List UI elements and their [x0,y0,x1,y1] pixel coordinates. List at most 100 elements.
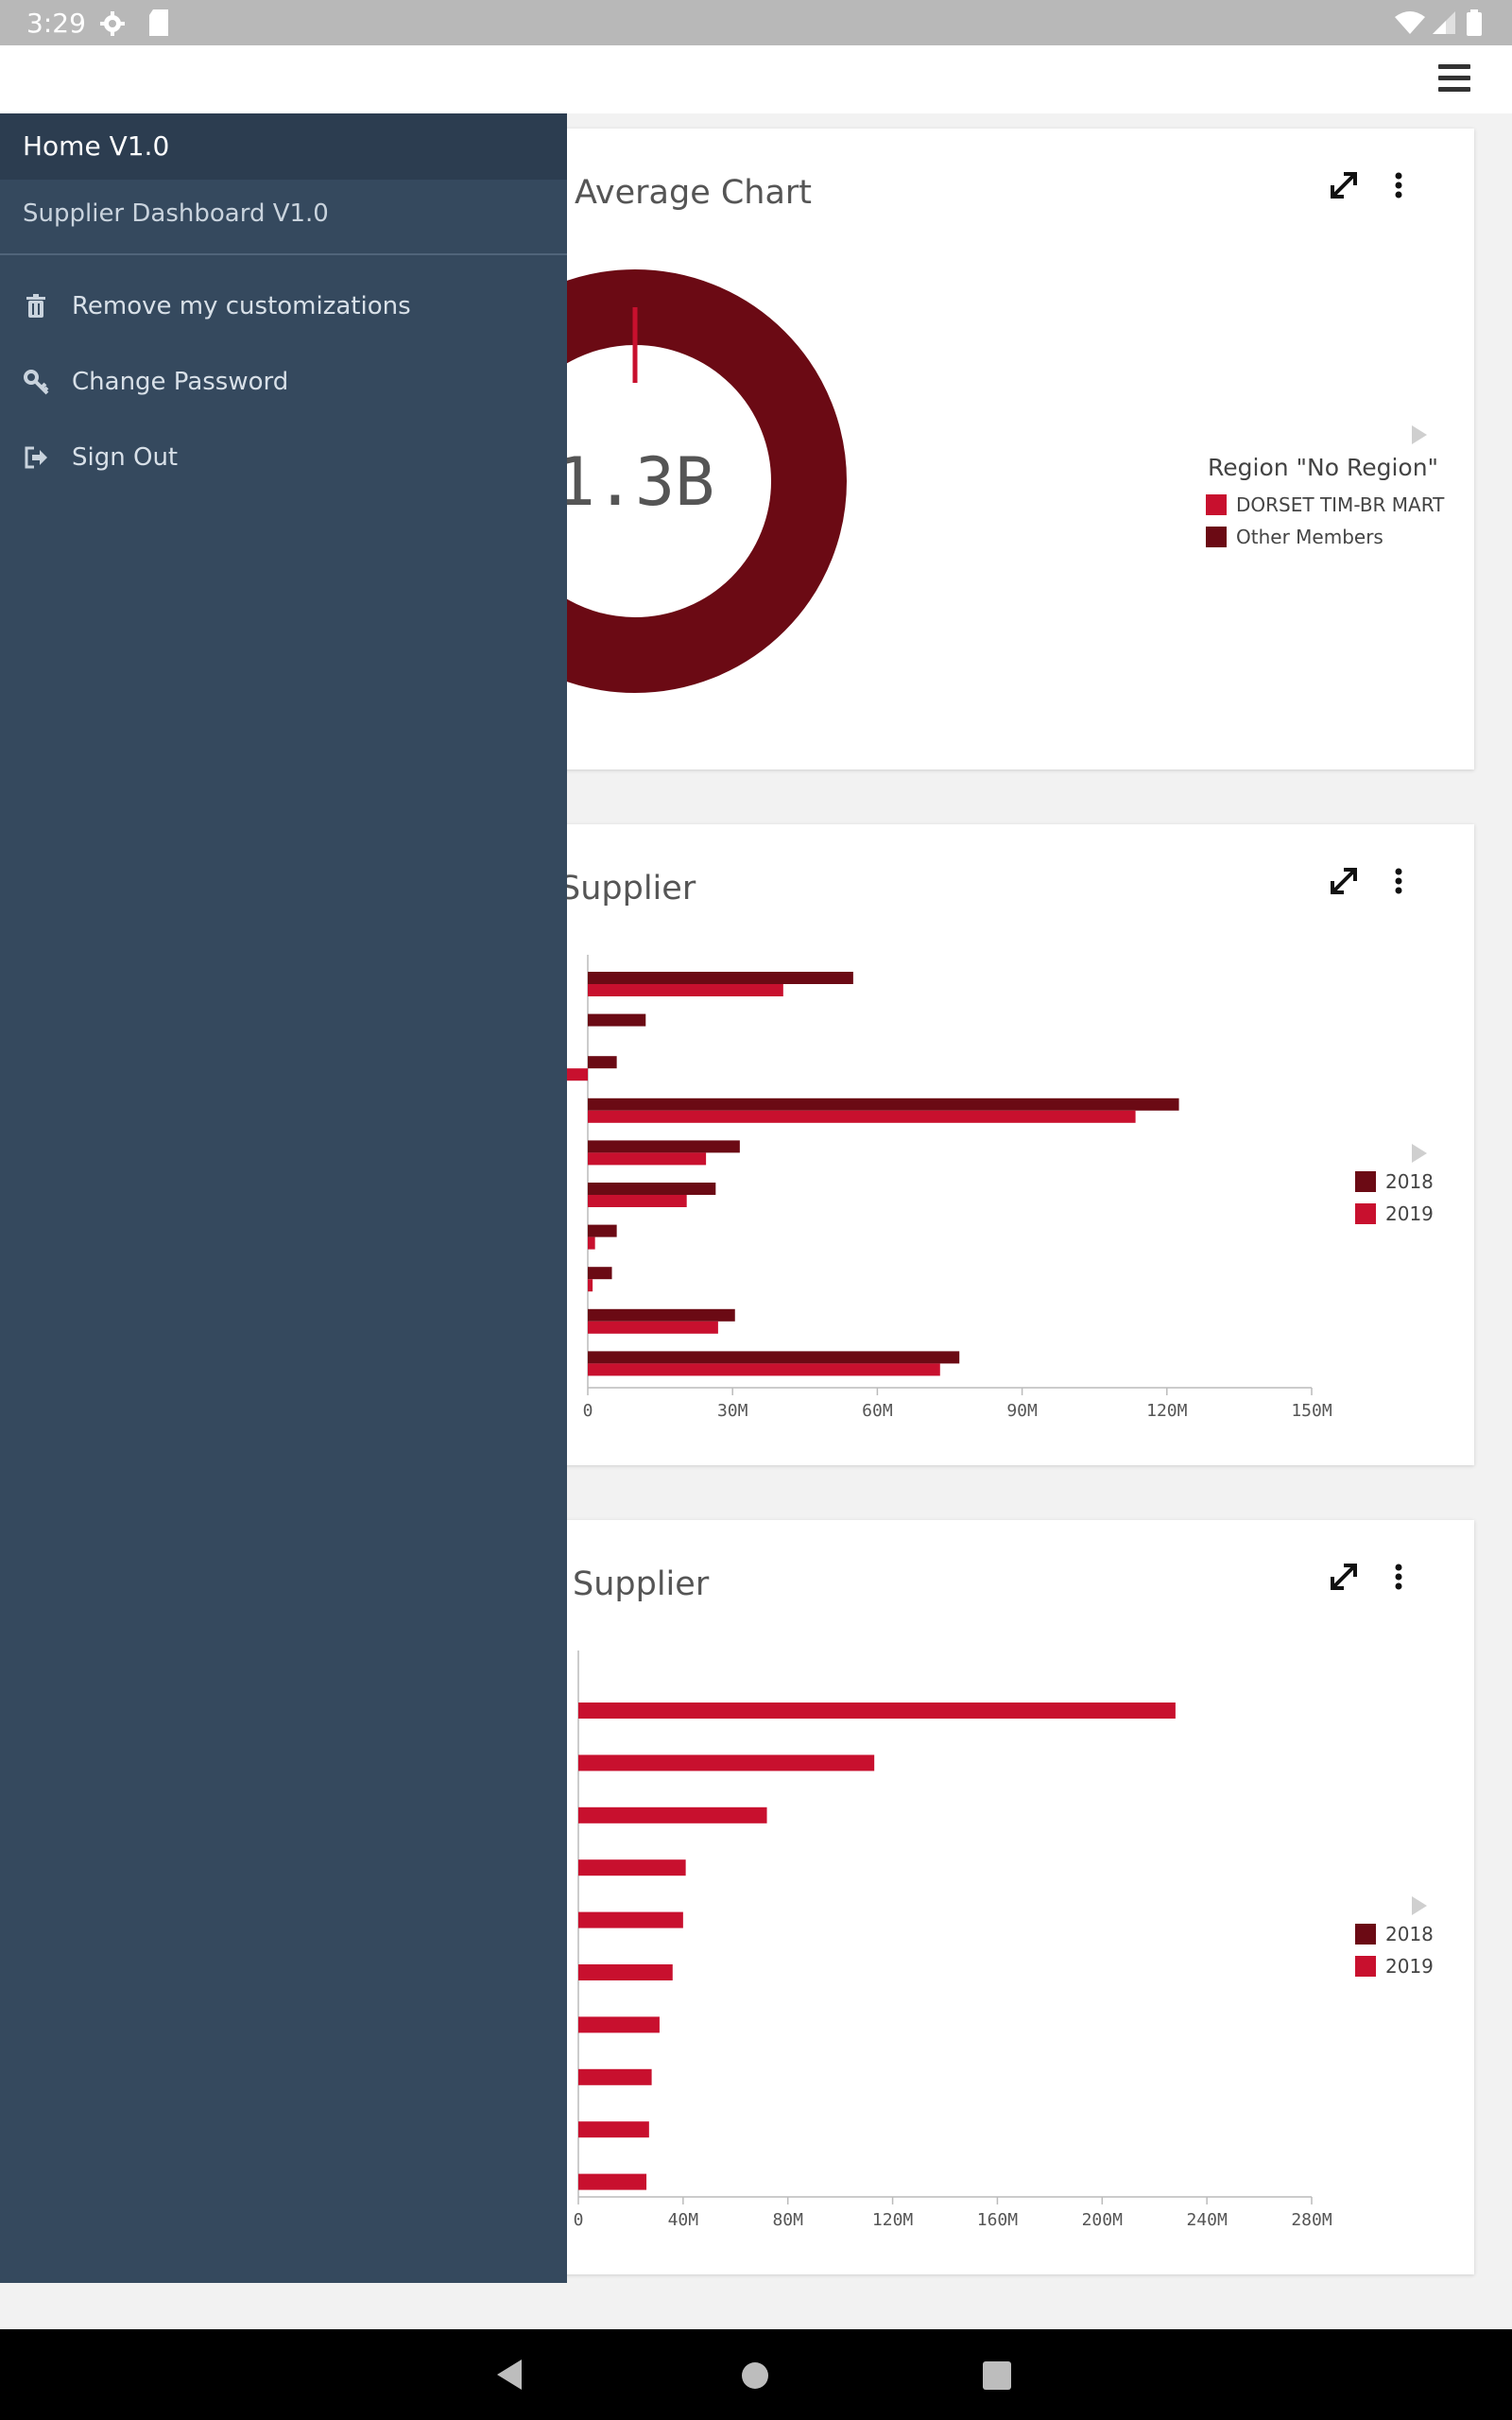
legend-swatch [1355,1171,1376,1192]
x-tick-label: 0 [574,2210,584,2230]
home-icon[interactable] [741,2361,769,2390]
trash-icon [26,294,45,318]
legend-title: Region "No Region" [1208,454,1439,481]
drawer-item-remove-customizations[interactable]: Remove my customizations [0,268,567,344]
legend-label: 2019 [1385,1955,1434,1978]
x-tick-label: 30M [717,1401,748,1421]
legend-next-icon[interactable] [1412,425,1427,444]
expand-icon[interactable] [1325,1558,1363,1596]
bar-2019[interactable] [563,1068,588,1081]
x-tick-label: 120M [872,2210,914,2230]
bar-2019[interactable] [578,2016,660,2033]
bar-2019[interactable] [578,1754,875,1772]
x-tick-label: 40M [668,2210,699,2230]
bar-2019[interactable] [588,984,783,996]
legend-item[interactable]: 2019 [1355,1202,1434,1225]
more-options-icon[interactable] [1380,166,1418,204]
bar-2019[interactable] [578,2121,649,2138]
signal-icon [1433,11,1455,34]
drawer-item-label: Change Password [72,368,289,396]
x-tick-label: 160M [977,2210,1019,2230]
card-title: Supplier [573,1565,710,1603]
drawer-item-label: Sign Out [72,443,179,472]
drawer-item-label: Remove my customizations [72,292,411,320]
legend-label: 2018 [1385,1170,1434,1193]
recents-icon[interactable] [983,2361,1011,2390]
x-tick-label: 0 [583,1401,593,1421]
x-tick-label: 120M [1146,1401,1188,1421]
x-tick-label: 280M [1291,2210,1332,2230]
wifi-icon [1395,11,1425,34]
legend-swatch [1355,1924,1376,1945]
bar-2018[interactable] [588,1140,740,1153]
donut-chart: 1.3B [548,269,847,693]
bar-2019[interactable] [588,1195,687,1207]
supplier-chart-card-2: Supplier 0 40M 80M 120M 160M 200M 240M 280M 201… [548,1520,1474,2274]
bar-2019[interactable] [588,1279,593,1292]
drawer-item-change-password[interactable]: Change Password [0,344,567,420]
bar-2019[interactable] [578,2068,652,2085]
bar-2018[interactable] [588,1183,716,1195]
back-icon[interactable] [495,2360,525,2390]
bar-2018[interactable] [588,1308,735,1322]
card-title: Average Chart [575,174,813,212]
x-tick-label: 80M [772,2210,803,2230]
legend-item[interactable]: DORSET TIM-BR MART [1206,493,1444,516]
more-options-icon[interactable] [1380,1558,1418,1596]
bar-2018[interactable] [588,1351,960,1364]
bar-2018[interactable] [588,1267,612,1280]
bar-2019[interactable] [588,1321,718,1334]
bar-2019[interactable] [588,1152,707,1166]
legend-next-icon[interactable] [1412,1896,1427,1915]
expand-icon[interactable] [1325,166,1363,204]
legend-item[interactable]: 2019 [1355,1955,1434,1978]
legend-label: 2018 [1385,1923,1434,1945]
bar-2019[interactable] [588,1110,1136,1123]
bar-2019[interactable] [588,1236,595,1250]
drawer-item-supplier-dashboard[interactable]: Supplier Dashboard V1.0 [0,180,567,255]
x-tick-label: 150M [1291,1401,1332,1421]
legend-swatch [1355,1956,1376,1977]
bar-2018[interactable] [588,1056,617,1069]
card-title: Supplier [559,870,696,908]
bar-chart-2: 0 40M 80M 120M 160M 200M 240M 280M [574,1651,1332,2230]
bar-2019[interactable] [578,1911,683,1928]
settings-icon [100,11,125,36]
app-header [0,45,1512,113]
legend-swatch [1206,494,1227,515]
menu-icon[interactable] [1438,64,1470,93]
legend-item[interactable]: 2018 [1355,1923,1434,1945]
navigation-drawer: Home V1.0 Supplier Dashboard V1.0 Remove… [0,113,567,2283]
legend-label: DORSET TIM-BR MART [1236,493,1445,516]
bar-2018[interactable] [588,972,853,984]
key-icon [24,370,49,395]
average-chart-card: Average Chart 1.3B Region "No Region" DO… [548,129,1474,769]
donut-center-value: 1.3B [556,443,715,521]
legend-next-icon[interactable] [1412,1144,1427,1163]
supplier-chart-card-1: Supplier 0 30M 60M 90M 120M 150M 2018 2019 [548,824,1474,1465]
drawer-item-sign-out[interactable]: Sign Out [0,420,567,495]
system-nav-bar [0,2329,1512,2420]
bar-2019[interactable] [578,1806,767,1824]
bar-2018[interactable] [588,1013,646,1027]
legend-item[interactable]: 2018 [1355,1170,1434,1193]
bar-chart-1: 0 30M 60M 90M 120M 150M [563,955,1332,1421]
legend-swatch [1355,1203,1376,1224]
legend-label: 2019 [1385,1202,1434,1225]
bar-2018[interactable] [588,1224,617,1237]
bar-2019[interactable] [578,2173,647,2190]
more-options-icon[interactable] [1380,862,1418,900]
legend-item[interactable]: Other Members [1206,526,1383,548]
expand-icon[interactable] [1325,862,1363,900]
sd-card-icon [149,9,168,36]
drawer-item-home[interactable]: Home V1.0 [0,113,567,180]
legend-swatch [1206,527,1227,547]
bar-2019[interactable] [588,1363,940,1376]
x-tick-label: 60M [862,1401,893,1421]
bar-2019[interactable] [578,1703,1176,1719]
bar-2019[interactable] [578,1964,673,1980]
bar-2018[interactable] [588,1098,1179,1111]
bar-2019[interactable] [578,1859,686,1876]
legend-label: Other Members [1236,526,1383,548]
x-tick-label: 90M [1006,1401,1038,1421]
